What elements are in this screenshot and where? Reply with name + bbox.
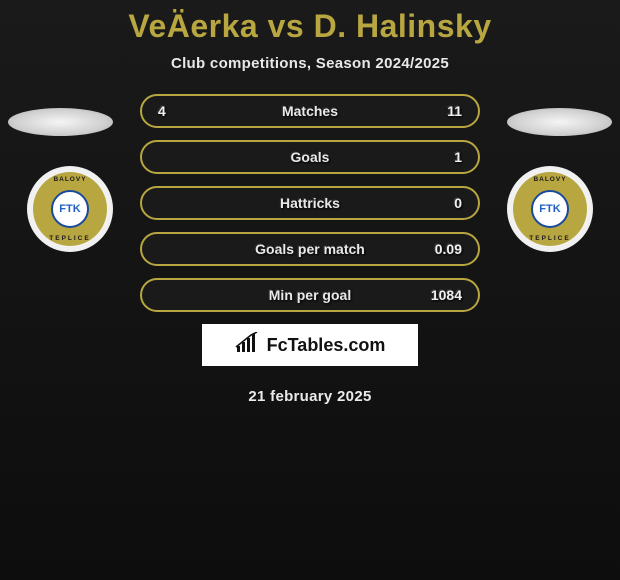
page-subtitle: Club competitions, Season 2024/2025 <box>0 55 620 72</box>
stat-rows: 4 Matches 11 Goals 1 Hattricks 0 Goals p… <box>140 94 480 312</box>
badge-center-text: FTK <box>531 190 569 228</box>
badge-center-text: FTK <box>51 190 89 228</box>
stat-right-value: 11 <box>424 103 462 119</box>
stat-right-value: 1084 <box>424 287 462 303</box>
stat-left-value: 4 <box>158 103 196 119</box>
stat-row-goals: Goals 1 <box>140 140 480 174</box>
stat-row-matches: 4 Matches 11 <box>140 94 480 128</box>
stat-row-goals-per-match: Goals per match 0.09 <box>140 232 480 266</box>
brand-label: FcTables.com <box>267 335 386 356</box>
comparison-area: BALOVY FTK TEPLICE BALOVY FTK TEPLICE 4 … <box>0 94 620 405</box>
badge-ring-text: BALOVY <box>33 176 107 183</box>
player-photo-left <box>8 108 113 136</box>
stat-right-value: 1 <box>424 149 462 165</box>
footer-date: 21 february 2025 <box>0 388 620 405</box>
stat-row-min-per-goal: Min per goal 1084 <box>140 278 480 312</box>
badge-ring-text: BALOVY <box>513 176 587 183</box>
club-badge-left: BALOVY FTK TEPLICE <box>27 166 113 252</box>
page-title: VeÄerka vs D. Halinsky <box>0 0 620 45</box>
badge-ring-text: TEPLICE <box>33 235 107 242</box>
badge-ring-text: TEPLICE <box>513 235 587 242</box>
stat-row-hattricks: Hattricks 0 <box>140 186 480 220</box>
bar-chart-icon <box>235 332 261 359</box>
club-badge-right: BALOVY FTK TEPLICE <box>507 166 593 252</box>
brand-box[interactable]: FcTables.com <box>202 324 418 366</box>
stat-right-value: 0 <box>424 195 462 211</box>
player-photo-right <box>507 108 612 136</box>
stat-right-value: 0.09 <box>424 241 462 257</box>
